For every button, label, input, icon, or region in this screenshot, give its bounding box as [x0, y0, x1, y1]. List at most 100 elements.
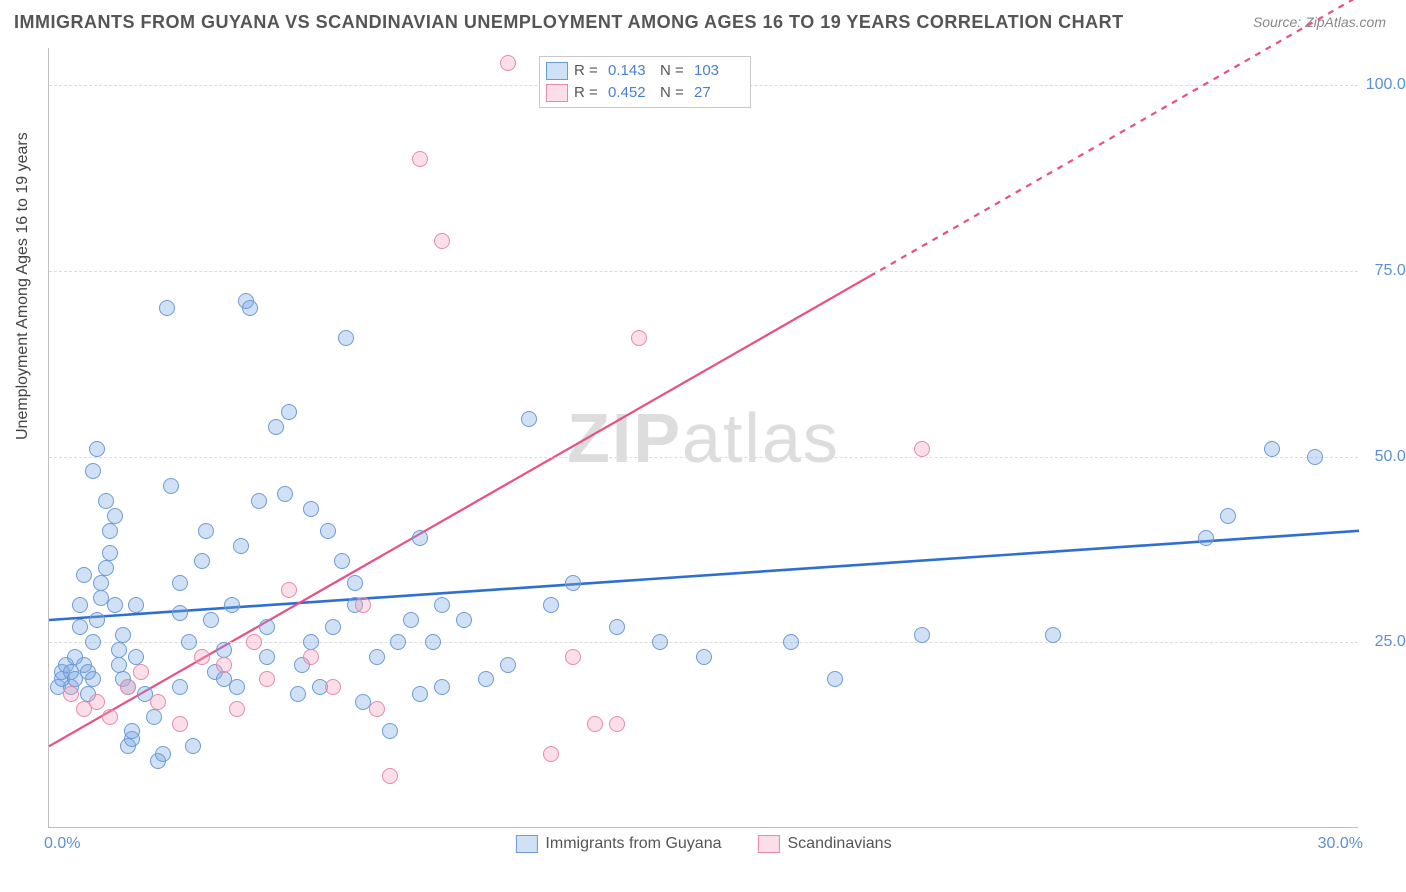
scatter-point [369, 701, 385, 717]
scatter-point [242, 300, 258, 316]
scatter-point [172, 605, 188, 621]
scatter-point [98, 493, 114, 509]
scatter-point [233, 538, 249, 554]
chart-svg [49, 48, 1358, 827]
scatter-point [246, 634, 262, 650]
scatter-point [102, 545, 118, 561]
legend-stats-row: R =0.452N =27 [546, 82, 740, 104]
scatter-point [72, 619, 88, 635]
legend-series-item: Immigrants from Guyana [515, 835, 721, 853]
legend-r-value: 0.143 [608, 60, 654, 82]
gridline [49, 271, 1358, 272]
scatter-point [369, 649, 385, 665]
plot-area: ZIPatlas 25.0%50.0%75.0%100.0%0.0%30.0%R… [48, 48, 1358, 828]
legend-swatch [546, 62, 568, 80]
scatter-point [325, 679, 341, 695]
x-tick-label-min: 0.0% [44, 835, 80, 853]
legend-swatch [546, 84, 568, 102]
scatter-point [98, 560, 114, 576]
scatter-point [259, 619, 275, 635]
legend-swatch [515, 835, 537, 853]
scatter-point [390, 634, 406, 650]
scatter-point [412, 686, 428, 702]
scatter-point [303, 501, 319, 517]
scatter-point [107, 597, 123, 613]
scatter-point [128, 597, 144, 613]
scatter-point [251, 493, 267, 509]
scatter-point [543, 746, 559, 762]
legend-series-name: Immigrants from Guyana [545, 835, 721, 853]
scatter-point [198, 523, 214, 539]
scatter-point [89, 441, 105, 457]
scatter-point [334, 553, 350, 569]
scatter-point [1220, 508, 1236, 524]
scatter-point [172, 716, 188, 732]
scatter-point [172, 679, 188, 695]
scatter-point [185, 738, 201, 754]
y-tick-label: 25.0% [1365, 633, 1406, 651]
scatter-point [403, 612, 419, 628]
scatter-point [609, 619, 625, 635]
scatter-point [338, 330, 354, 346]
scatter-point [111, 642, 127, 658]
scatter-point [85, 634, 101, 650]
scatter-point [281, 582, 297, 598]
legend-r-label: R = [574, 60, 602, 82]
legend-r-label: R = [574, 82, 602, 104]
scatter-point [382, 768, 398, 784]
scatter-point [478, 671, 494, 687]
x-tick-label-max: 30.0% [1318, 835, 1363, 853]
scatter-point [194, 553, 210, 569]
y-tick-label: 75.0% [1365, 262, 1406, 280]
scatter-point [107, 508, 123, 524]
legend-n-value: 103 [694, 60, 740, 82]
scatter-point [102, 709, 118, 725]
fit-line-solid [49, 276, 870, 746]
scatter-point [224, 597, 240, 613]
gridline [49, 457, 1358, 458]
scatter-point [89, 612, 105, 628]
scatter-point [85, 463, 101, 479]
scatter-point [120, 679, 136, 695]
scatter-point [229, 679, 245, 695]
legend-n-value: 27 [694, 82, 740, 104]
scatter-point [216, 642, 232, 658]
legend-series: Immigrants from Guyana Scandinavians [515, 835, 891, 853]
scatter-point [203, 612, 219, 628]
legend-series-item: Scandinavians [757, 835, 891, 853]
chart-title: IMMIGRANTS FROM GUYANA VS SCANDINAVIAN U… [14, 12, 1124, 33]
scatter-point [76, 567, 92, 583]
scatter-point [303, 634, 319, 650]
scatter-point [281, 404, 297, 420]
legend-stats: R =0.143N =103R =0.452N =27 [539, 56, 751, 108]
legend-swatch [757, 835, 779, 853]
fit-line-dashed [870, 0, 1359, 276]
legend-stats-row: R =0.143N =103 [546, 60, 740, 82]
scatter-point [827, 671, 843, 687]
source-attribution: Source: ZipAtlas.com [1253, 14, 1386, 30]
scatter-point [521, 411, 537, 427]
scatter-point [347, 575, 363, 591]
scatter-point [216, 657, 232, 673]
scatter-point [434, 679, 450, 695]
scatter-point [325, 619, 341, 635]
scatter-point [1198, 530, 1214, 546]
scatter-point [194, 649, 210, 665]
scatter-point [290, 686, 306, 702]
scatter-point [425, 634, 441, 650]
scatter-point [124, 723, 140, 739]
scatter-point [229, 701, 245, 717]
scatter-point [914, 627, 930, 643]
scatter-point [1045, 627, 1061, 643]
scatter-point [102, 523, 118, 539]
scatter-point [155, 746, 171, 762]
scatter-point [303, 649, 319, 665]
scatter-point [434, 233, 450, 249]
scatter-point [89, 694, 105, 710]
scatter-point [111, 657, 127, 673]
scatter-point [500, 657, 516, 673]
scatter-point [133, 664, 149, 680]
y-tick-label: 50.0% [1365, 448, 1406, 466]
scatter-point [565, 649, 581, 665]
scatter-point [320, 523, 336, 539]
